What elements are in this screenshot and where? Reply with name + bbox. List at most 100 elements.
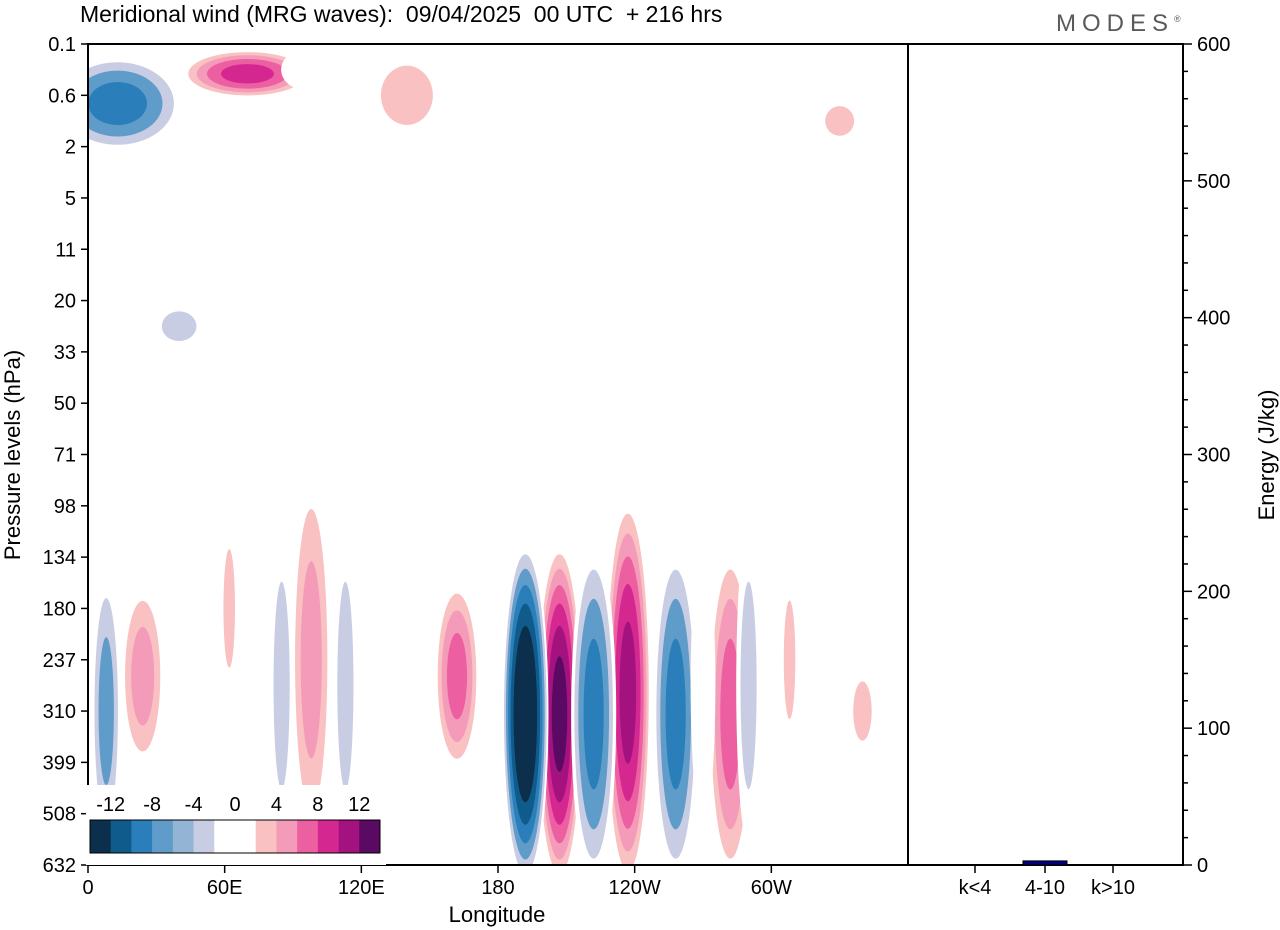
energy-tick-label: 500 <box>1197 171 1230 193</box>
colorbar-label: 12 <box>348 794 370 816</box>
negative-contour <box>88 81 148 126</box>
negative-contour <box>740 581 757 790</box>
colorbar-swatch <box>255 820 277 853</box>
positive-contour <box>783 600 796 720</box>
negative-contour <box>98 637 114 786</box>
colorbar-label: -4 <box>185 794 203 816</box>
energy-frame <box>907 43 1184 866</box>
energy-axis: 0 100 200 300 400 500 600 <box>1183 34 1230 877</box>
chart-title: Meridional wind (MRG waves): 09/04/2025 … <box>80 1 723 27</box>
y-tick-label: 71 <box>54 445 76 467</box>
colorbar-swatch <box>131 820 153 853</box>
positive-contour <box>380 65 433 125</box>
negative-contour <box>690 546 716 825</box>
negative-contour <box>273 581 290 790</box>
negative-contour <box>402 534 421 734</box>
colorbar-legend: -12 -8 -4 0 4 8 12 <box>86 785 386 865</box>
y-tick-label: 0.6 <box>48 85 76 107</box>
positive-contour <box>853 681 872 741</box>
colorbar-swatch <box>152 820 174 853</box>
x-tick-label: 120E <box>338 877 385 899</box>
longitude-axis: 0 60E 120E 180 120W 60W <box>82 865 792 899</box>
energy-tick-label: 200 <box>1197 581 1230 603</box>
colorbar-swatch <box>317 820 339 853</box>
y-tick-label: 2 <box>65 137 76 159</box>
negative-contour <box>337 581 354 790</box>
colorbar-label: 4 <box>271 794 282 816</box>
y-tick-label: 508 <box>43 804 76 826</box>
y-tick-label: 134 <box>43 547 76 569</box>
y-tick-label: 50 <box>54 393 76 415</box>
y-tick-label: 33 <box>54 342 76 364</box>
colorbar-label: 8 <box>312 794 323 816</box>
y-tick-label: 180 <box>43 598 76 620</box>
colorbar-label: -12 <box>96 794 125 816</box>
brand-text: MODES <box>1056 10 1175 37</box>
negative-contour <box>877 591 893 831</box>
negative-contour <box>517 656 534 772</box>
x-tick-label: 0 <box>82 877 93 899</box>
energy-tick-label: 300 <box>1197 445 1230 467</box>
positive-contour <box>300 561 322 759</box>
y-tick-label: 399 <box>43 752 76 774</box>
colorbar-swatch <box>297 820 319 853</box>
energy-tick-label: 0 <box>1197 855 1208 877</box>
colorbar-swatch <box>338 820 360 853</box>
category-label: 4-10 <box>1025 877 1065 899</box>
colorbar-swatch <box>214 820 236 853</box>
energy-tick-label: 100 <box>1197 718 1230 740</box>
positive-contour <box>720 638 741 790</box>
positive-contour <box>281 49 328 90</box>
positive-contour <box>220 64 274 84</box>
colorbar-swatch <box>276 820 298 853</box>
colorbar-swatch <box>90 820 112 853</box>
category-label: k<4 <box>959 877 992 899</box>
colorbar-swatch <box>110 820 132 853</box>
negative-contour <box>455 152 495 193</box>
energy-tick-label: 400 <box>1197 308 1230 330</box>
positive-contour <box>825 106 855 136</box>
x-tick-label: 60E <box>207 877 243 899</box>
colorbar-frame <box>89 819 381 854</box>
energy-bars: k<4 4-10 k>10 <box>959 860 1135 899</box>
x-axis-title: Longitude <box>449 902 546 927</box>
modes-logo: MODES® <box>1056 10 1181 38</box>
heatmap-frame <box>87 43 909 866</box>
pressure-axis: 0.1 0.6 2 5 11 20 33 50 71 98 134 180 237 310 399 508 63… <box>43 34 88 877</box>
positive-contour <box>446 633 468 720</box>
y-tick-label: 20 <box>54 291 76 313</box>
energy-axis-title: Energy (J/kg) <box>1254 390 1279 521</box>
y-tick-label: 632 <box>43 855 76 877</box>
negative-contour <box>665 638 686 790</box>
colorbar-swatch <box>359 820 381 853</box>
negative-contour <box>816 203 863 244</box>
colorbar-label: 0 <box>229 794 240 816</box>
x-tick-label: 180 <box>481 877 514 899</box>
colorbar-swatch <box>235 820 257 853</box>
positive-contour <box>619 621 637 764</box>
y-tick-label: 0.1 <box>48 34 76 56</box>
positive-contour <box>121 255 146 295</box>
negative-contour <box>583 638 604 790</box>
positive-contour <box>131 626 155 726</box>
energy-tick-label: 600 <box>1197 34 1230 56</box>
registered-mark: ® <box>1174 14 1181 24</box>
negative-contour <box>296 255 336 295</box>
x-tick-label: 60W <box>751 877 792 899</box>
positive-contour <box>620 152 649 193</box>
colorbar-swatch <box>193 820 215 853</box>
y-axis-title: Pressure levels (hPa) <box>0 350 25 560</box>
positive-contour <box>551 656 568 772</box>
y-tick-label: 310 <box>43 701 76 723</box>
energy-bar <box>1022 860 1068 866</box>
y-tick-label: 5 <box>65 188 76 210</box>
category-label: k>10 <box>1091 877 1135 899</box>
y-tick-label: 98 <box>54 496 76 518</box>
wind-field <box>88 49 893 865</box>
negative-contour <box>161 311 197 342</box>
colorbar-label: -8 <box>143 794 161 816</box>
positive-contour <box>223 549 235 668</box>
y-tick-label: 11 <box>55 239 76 261</box>
x-tick-label: 120W <box>609 877 661 899</box>
